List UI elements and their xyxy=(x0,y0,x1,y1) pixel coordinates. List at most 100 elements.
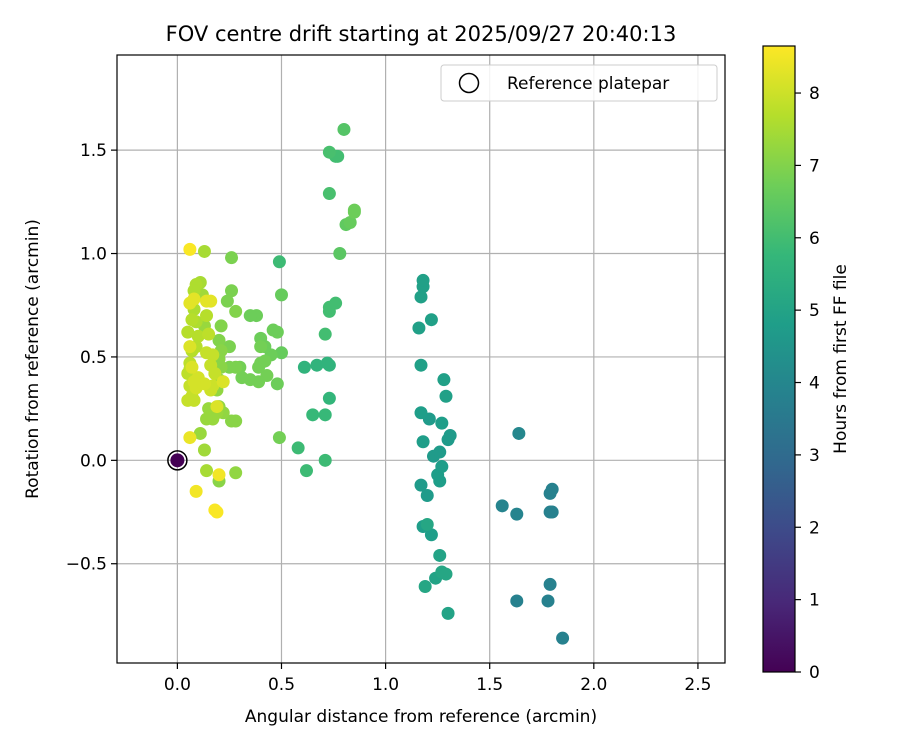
data-point xyxy=(320,356,334,370)
y-tick-label: 0.5 xyxy=(80,348,107,368)
data-point xyxy=(437,373,451,387)
data-point xyxy=(193,426,207,440)
data-point xyxy=(297,360,311,374)
data-point xyxy=(343,216,357,230)
data-point xyxy=(318,327,332,341)
data-point xyxy=(414,478,428,492)
data-point xyxy=(181,393,195,407)
x-tick-label: 2.0 xyxy=(580,675,607,695)
data-point xyxy=(200,464,214,478)
x-tick-label: 0.0 xyxy=(164,675,191,695)
reference-ring xyxy=(167,450,188,471)
data-point xyxy=(200,309,214,323)
data-point xyxy=(441,606,455,620)
data-point xyxy=(435,460,449,474)
data-point xyxy=(254,340,268,354)
legend-entry-reference: Reference platepar xyxy=(507,74,669,94)
data-point xyxy=(229,304,243,318)
reference-point xyxy=(170,453,185,468)
y-axis-ticks: −0.5 0.0 0.5 1.0 1.5 xyxy=(66,141,117,575)
data-point xyxy=(183,340,197,354)
chart-title: FOV centre drift starting at 2025/09/27 … xyxy=(166,22,677,46)
data-point xyxy=(212,468,226,482)
data-point xyxy=(322,187,336,201)
colorbar-tick-label: 1 xyxy=(809,591,820,611)
data-point xyxy=(191,329,205,343)
data-point xyxy=(291,441,305,455)
data-point xyxy=(420,517,434,531)
data-point xyxy=(299,464,313,478)
data-point xyxy=(545,505,559,519)
data-point xyxy=(270,377,284,391)
data-point xyxy=(225,284,239,298)
data-point xyxy=(435,416,449,430)
data-point xyxy=(204,294,218,308)
data-point xyxy=(541,594,555,608)
data-point xyxy=(185,360,199,374)
data-point xyxy=(189,484,203,498)
y-axis-label: Rotation from reference (arcmin) xyxy=(23,219,43,499)
scatter-points xyxy=(181,122,570,645)
data-point xyxy=(416,273,430,287)
reference-layer xyxy=(167,450,188,471)
data-point xyxy=(418,579,432,593)
data-point xyxy=(212,333,226,347)
colorbar-label: Hours from first FF file xyxy=(831,264,851,454)
data-point xyxy=(424,313,438,327)
data-point xyxy=(512,426,526,440)
data-point xyxy=(310,358,324,372)
colorbar-tick-label: 6 xyxy=(809,229,820,249)
y-tick-label: 1.5 xyxy=(80,141,107,161)
x-tick-label: 1.0 xyxy=(372,675,399,695)
data-point xyxy=(337,122,351,136)
data-point xyxy=(197,443,211,457)
data-point xyxy=(414,290,428,304)
data-point xyxy=(439,389,453,403)
data-point xyxy=(333,247,347,261)
data-point xyxy=(274,288,288,302)
legend: Reference platepar xyxy=(440,64,718,102)
data-point xyxy=(235,371,249,385)
data-point xyxy=(318,453,332,467)
data-point xyxy=(412,321,426,335)
x-tick-label: 2.5 xyxy=(684,675,711,695)
data-point xyxy=(322,145,336,159)
data-point xyxy=(210,400,224,414)
colorbar-tick-label: 3 xyxy=(809,446,820,466)
data-point xyxy=(200,412,214,426)
data-point xyxy=(433,445,447,459)
data-point xyxy=(329,296,343,310)
data-point xyxy=(543,577,557,591)
data-point xyxy=(272,431,286,445)
x-tick-label: 1.5 xyxy=(476,675,503,695)
data-point xyxy=(272,255,286,269)
data-point xyxy=(185,313,199,327)
data-point xyxy=(202,327,216,341)
data-point xyxy=(306,408,320,422)
data-point xyxy=(266,323,280,337)
data-point xyxy=(216,375,230,389)
data-point xyxy=(197,244,211,258)
x-axis-ticks: 0.0 0.5 1.0 1.5 2.0 2.5 xyxy=(164,663,711,695)
legend-box xyxy=(440,64,718,102)
data-point xyxy=(229,466,243,480)
data-point xyxy=(510,507,524,521)
colorbar-ticks: 0 1 2 3 4 5 6 7 8 xyxy=(795,84,820,683)
data-point xyxy=(220,294,234,308)
data-point xyxy=(510,594,524,608)
colorbar-tick-label: 7 xyxy=(809,156,820,176)
data-point xyxy=(420,488,434,502)
data-point xyxy=(556,631,570,645)
data-point xyxy=(214,319,228,333)
data-point xyxy=(414,406,428,420)
data-point xyxy=(439,567,453,581)
colorbar-gradient xyxy=(762,45,796,673)
data-point xyxy=(225,414,239,428)
data-point xyxy=(545,482,559,496)
plot-frame xyxy=(116,54,726,664)
colorbar-tick-label: 0 xyxy=(809,663,820,683)
data-point xyxy=(187,375,201,389)
data-point xyxy=(225,251,239,265)
legend-marker-reference xyxy=(458,72,480,94)
